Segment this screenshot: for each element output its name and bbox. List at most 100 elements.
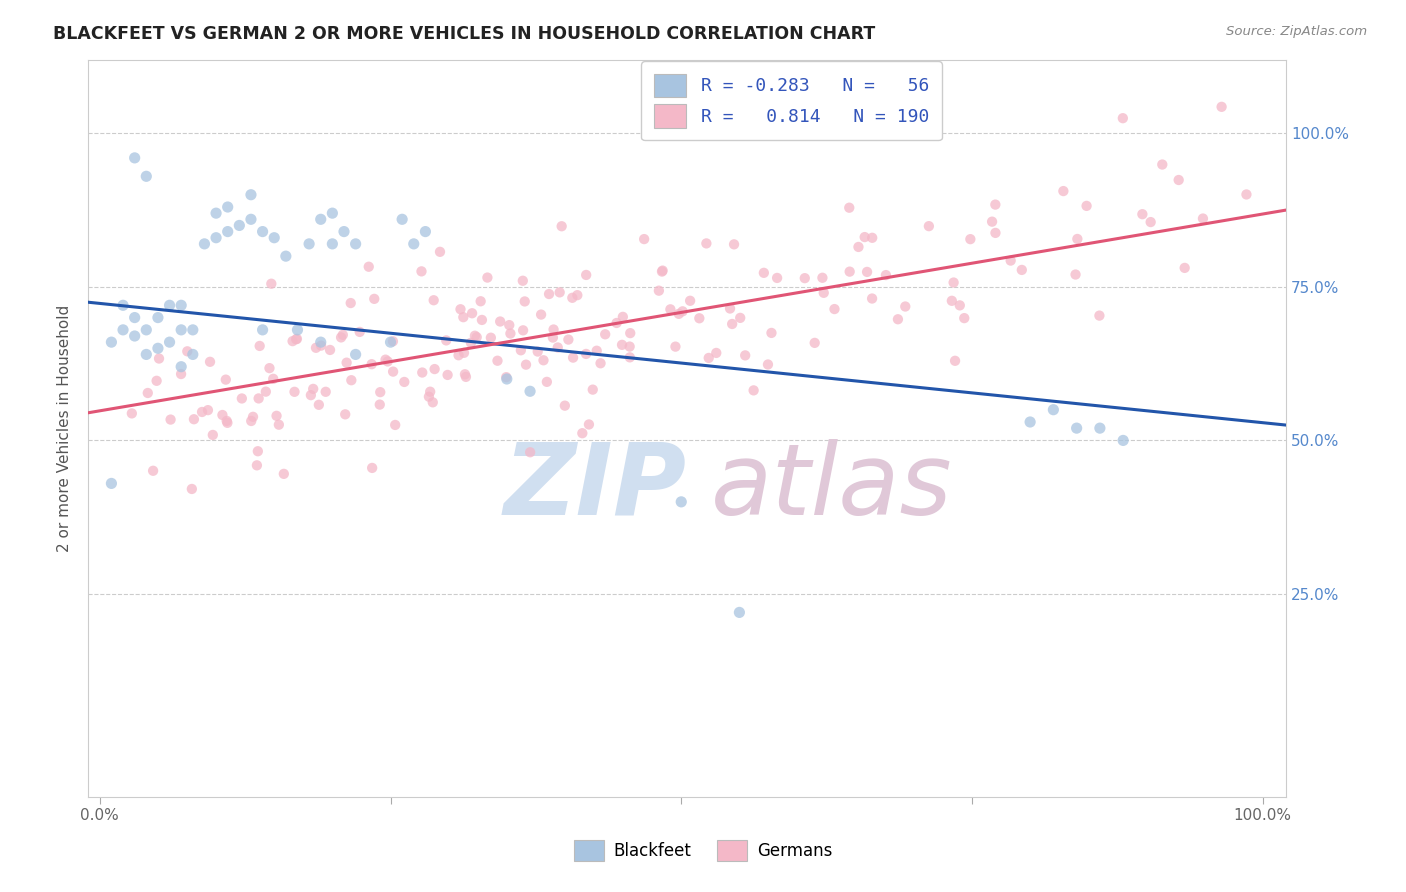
Point (1112, 434, 1135, 448)
Point (309, 335, 332, 350)
Point (285, 332, 308, 346)
Point (959, 232, 981, 246)
Point (1076, 199, 1098, 213)
Point (217, 416, 239, 430)
Point (124, 329, 146, 343)
Point (344, 347, 367, 361)
Point (319, 343, 342, 357)
Point (519, 384, 541, 399)
Point (1042, 402, 1064, 417)
Point (575, 347, 598, 361)
Point (619, 326, 641, 340)
Point (688, 311, 710, 326)
Point (848, 240, 870, 254)
Point (423, 362, 446, 376)
Point (538, 287, 561, 301)
Point (299, 388, 322, 402)
Point (671, 495, 693, 509)
Point (543, 322, 565, 336)
Point (124, 310, 146, 325)
Point (1019, 415, 1042, 429)
Point (181, 347, 204, 361)
Point (875, 268, 897, 282)
Point (415, 225, 437, 239)
Point (170, 359, 193, 374)
Point (146, 341, 169, 355)
Point (1088, 309, 1111, 323)
Point (197, 403, 219, 417)
Point (411, 366, 433, 380)
Point (100, 335, 122, 350)
Point (918, 219, 941, 234)
Point (263, 231, 285, 245)
Point (315, 384, 337, 399)
Point (619, 351, 641, 365)
Legend: R = -0.283   N =   56, R =   0.814   N = 190: R = -0.283 N = 56, R = 0.814 N = 190 (641, 62, 942, 140)
Point (321, 206, 343, 220)
Point (461, 306, 484, 320)
Point (145, 374, 167, 388)
Point (344, 236, 367, 251)
Point (330, 330, 353, 344)
Point (470, 294, 492, 309)
Point (578, 417, 600, 432)
Point (148, 351, 170, 366)
Point (813, 285, 835, 300)
Point (1052, 184, 1074, 198)
Point (471, 313, 494, 327)
Point (499, 326, 522, 341)
Point (298, 236, 321, 251)
Point (302, 382, 325, 396)
Point (853, 230, 876, 244)
Point (333, 225, 356, 239)
Point (619, 340, 641, 354)
Point (380, 335, 402, 350)
Point (283, 384, 305, 399)
Point (752, 266, 775, 280)
Point (803, 335, 825, 350)
Point (205, 206, 228, 220)
Point (856, 265, 879, 279)
Point (309, 212, 332, 227)
Y-axis label: 2 or more Vehicles in Household: 2 or more Vehicles in Household (58, 304, 72, 552)
Point (418, 390, 440, 404)
Point (349, 325, 371, 339)
Point (533, 353, 555, 368)
Point (734, 348, 756, 362)
Point (170, 367, 193, 381)
Point (181, 323, 204, 337)
Point (335, 407, 357, 421)
Point (728, 606, 751, 620)
Point (360, 357, 382, 371)
Point (240, 414, 263, 428)
Point (887, 312, 910, 326)
Point (262, 372, 284, 386)
Point (742, 384, 765, 398)
Point (943, 353, 966, 368)
Point (756, 358, 779, 372)
Point (1066, 232, 1088, 246)
Point (697, 351, 720, 365)
Point (464, 328, 486, 343)
Point (811, 270, 834, 285)
Point (191, 405, 214, 419)
Point (695, 236, 717, 251)
Point (495, 372, 517, 386)
Point (668, 307, 690, 321)
Text: Source: ZipAtlas.com: Source: ZipAtlas.com (1226, 25, 1367, 38)
Point (402, 236, 425, 251)
Point (180, 482, 202, 496)
Point (1211, 100, 1233, 114)
Point (382, 365, 405, 379)
Point (489, 314, 512, 328)
Point (575, 268, 598, 282)
Point (336, 356, 359, 370)
Point (942, 276, 965, 290)
Point (550, 219, 572, 234)
Point (215, 373, 238, 387)
Point (1167, 173, 1189, 187)
Point (228, 219, 250, 233)
Point (159, 335, 181, 350)
Point (159, 298, 181, 312)
Point (941, 293, 963, 308)
